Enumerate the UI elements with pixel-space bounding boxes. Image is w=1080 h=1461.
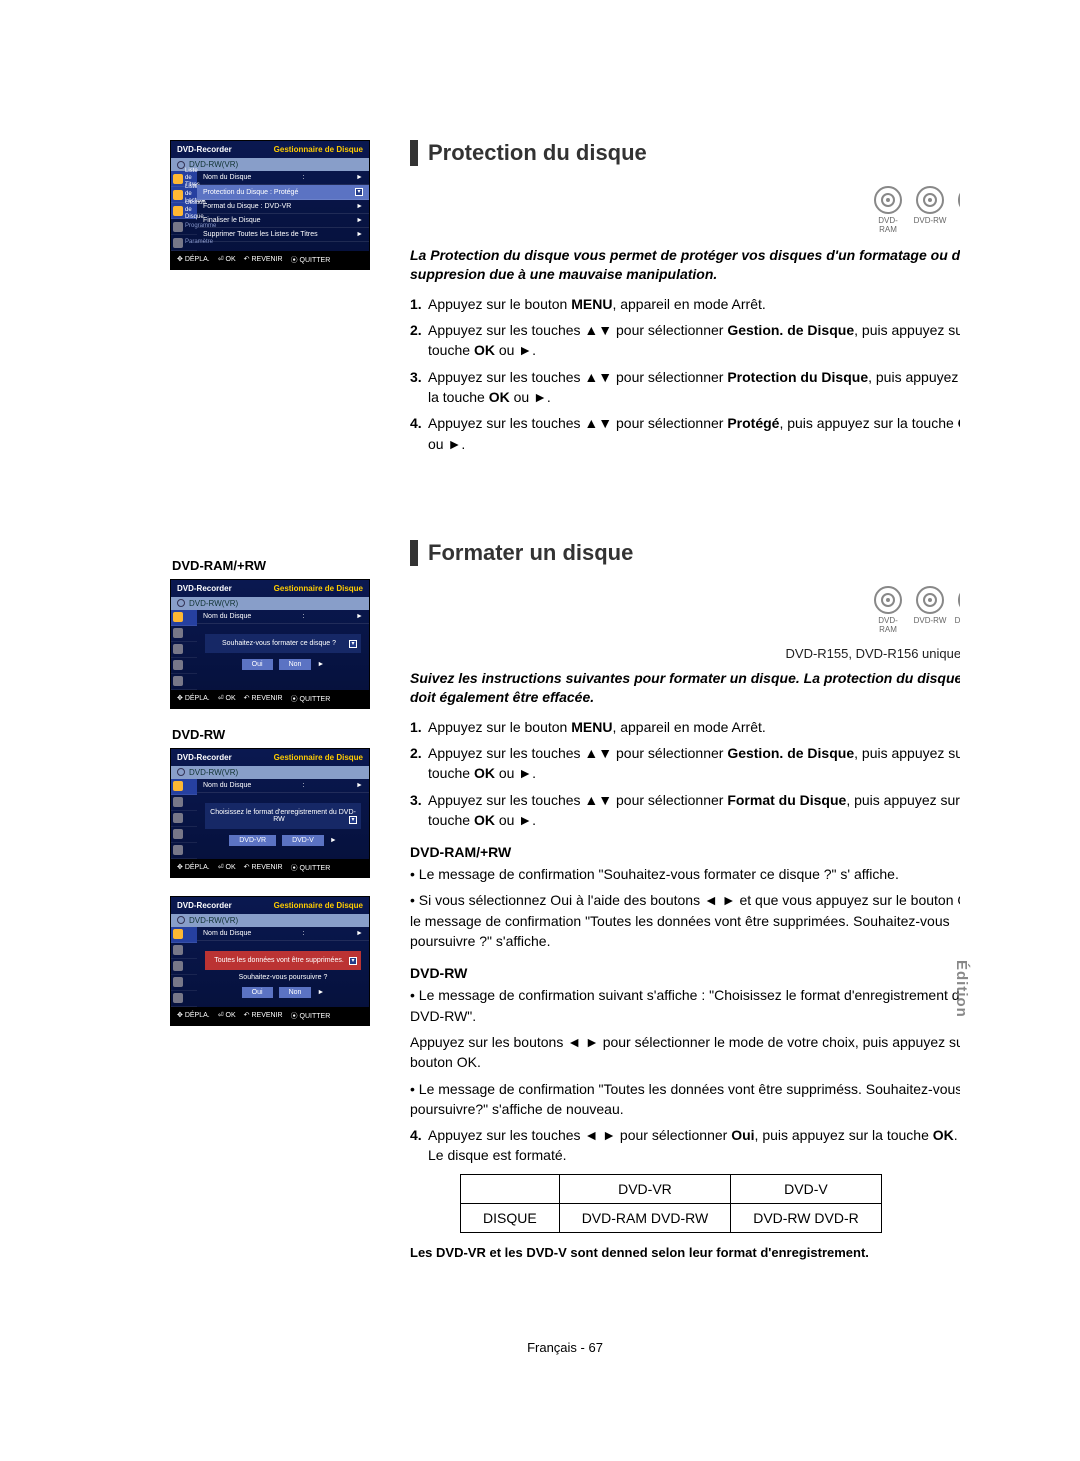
format-note: Les DVD-VR et les DVD-V sont denned selo… bbox=[410, 1245, 960, 1260]
osd-btn-oui[interactable]: Oui bbox=[242, 659, 273, 670]
osd-btn-non2[interactable]: Non bbox=[279, 987, 312, 998]
protection-section: DVD-RecorderGestionnaire de Disque DVD-R… bbox=[170, 140, 960, 460]
section2-heading: Formater un disque bbox=[410, 540, 960, 566]
section1-heading: Protection du disque bbox=[410, 140, 960, 166]
osd-btn-oui2[interactable]: Oui bbox=[242, 987, 273, 998]
osd-sidebar: Liste de Titres Liste de Lecture Gestion… bbox=[171, 171, 197, 251]
osd-menu: Nom du Disque:► Protection du Disque : P… bbox=[197, 171, 369, 251]
osd-btn-dvdv[interactable]: DVD-V bbox=[282, 835, 324, 846]
osd-btn-non[interactable]: Non bbox=[279, 659, 312, 670]
sub1-bullet-1: • Si vous sélectionnez Oui à l'aide des … bbox=[410, 890, 960, 951]
osd-screenshot-1: DVD-RecorderGestionnaire de Disque DVD-R… bbox=[170, 140, 380, 270]
section1-intro: La Protection du disque vous permet de p… bbox=[410, 246, 960, 284]
page-number: Français - 67 bbox=[170, 1340, 960, 1355]
section2-step4: 4.Appuyez sur les touches ◄ ► pour sélec… bbox=[410, 1125, 960, 1166]
osd-btn-dvdvr[interactable]: DVD-VR bbox=[229, 835, 276, 846]
left-label-ram: DVD-RAM/+RW bbox=[172, 558, 380, 573]
format-section: DVD-RAM/+RW DVD-RecorderGestionnaire de … bbox=[170, 540, 960, 1260]
osd-header: DVD-RecorderGestionnaire de Disque bbox=[171, 141, 369, 158]
sub2-bullet-1: Appuyez sur les boutons ◄ ► pour sélecti… bbox=[410, 1032, 960, 1073]
submodel-note: DVD-R155, DVD-R156 uniquement bbox=[410, 646, 960, 661]
sub2-bullet-2: • Le message de confirmation "Toutes les… bbox=[410, 1079, 960, 1120]
osd-screenshot-3: DVD-RecorderGestionnaire de Disque DVD-R… bbox=[170, 748, 370, 878]
sub2-bullet-0: • Le message de confirmation suivant s'a… bbox=[410, 985, 960, 1026]
osd-disc-label: DVD-RW(VR) bbox=[171, 158, 369, 171]
disc-badges-1: DVD-RAM DVD-RW DVD-R bbox=[410, 186, 960, 234]
disc-badges-2: DVD-RAM DVD-RW DVD+RW bbox=[410, 586, 960, 634]
osd-screenshot-4: DVD-RecorderGestionnaire de Disque DVD-R… bbox=[170, 896, 370, 1026]
osd-screenshot-2: DVD-RecorderGestionnaire de Disque DVD-R… bbox=[170, 579, 370, 709]
side-tab: Édition bbox=[953, 960, 970, 1018]
format-table: DVD-VR DVD-V DISQUE DVD-RAM DVD-RW DVD-R… bbox=[460, 1174, 882, 1233]
section2-intro: Suivez les instructions suivantes pour f… bbox=[410, 669, 960, 707]
sub-ram-heading: DVD-RAM/+RW bbox=[410, 844, 960, 860]
sub1-bullet-0: • Le message de confirmation "Souhaitez-… bbox=[410, 864, 960, 884]
section1-steps: 1.Appuyez sur le bouton MENU, appareil e… bbox=[410, 294, 960, 454]
section2-steps: 1.Appuyez sur le bouton MENU, appareil e… bbox=[410, 717, 960, 830]
sub-rw-heading: DVD-RW bbox=[410, 965, 960, 981]
osd-footer: ✥ DÉPLA. ⏎ OK ↶ REVENIR ⦿ QUITTER bbox=[171, 251, 369, 269]
left-label-rw: DVD-RW bbox=[172, 727, 380, 742]
